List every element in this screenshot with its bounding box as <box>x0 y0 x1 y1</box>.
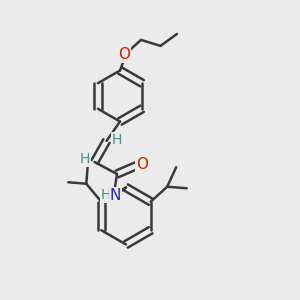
Text: O: O <box>136 158 148 172</box>
Text: O: O <box>118 47 130 62</box>
Text: H: H <box>100 188 111 202</box>
Text: N: N <box>110 188 121 202</box>
Text: H: H <box>80 152 90 166</box>
Text: H: H <box>112 133 122 146</box>
